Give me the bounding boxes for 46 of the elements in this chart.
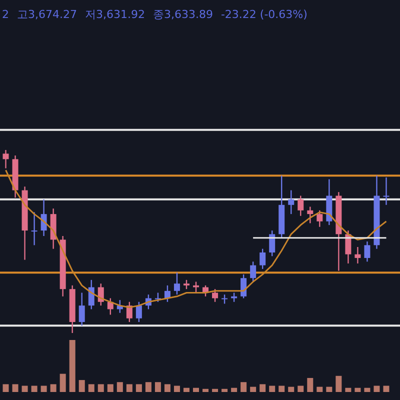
bar <box>288 386 294 392</box>
bar <box>307 378 314 392</box>
bar <box>60 374 66 392</box>
bar <box>12 384 18 392</box>
bar <box>222 388 228 392</box>
bar <box>364 388 370 392</box>
bar <box>145 382 152 392</box>
bar <box>383 386 390 392</box>
bar <box>164 384 170 392</box>
bar <box>50 384 56 392</box>
bar <box>212 388 218 392</box>
bar <box>126 384 132 392</box>
bar <box>31 386 38 392</box>
bar <box>250 386 256 392</box>
bar <box>98 384 104 392</box>
bar <box>116 382 123 392</box>
bar <box>202 388 209 392</box>
bar <box>22 386 28 392</box>
bar <box>260 384 266 392</box>
bar <box>336 376 342 392</box>
bar <box>345 388 352 392</box>
bar <box>40 386 47 392</box>
bar <box>374 386 380 392</box>
bar <box>136 384 142 392</box>
text: 고3,674.27 <box>17 8 77 21</box>
bar <box>316 386 323 392</box>
bar <box>278 386 285 392</box>
text: -23.22 (-0.63%) <box>220 8 308 21</box>
bar <box>154 382 161 392</box>
bar <box>231 388 238 392</box>
text: 저3,631.92 <box>84 8 145 21</box>
bar <box>2 384 9 392</box>
bar <box>183 388 190 392</box>
bar <box>107 384 114 392</box>
bar <box>298 386 304 392</box>
bar <box>174 386 180 392</box>
bar <box>78 380 85 392</box>
bar <box>88 384 94 392</box>
bar <box>326 386 332 392</box>
bar <box>193 388 199 392</box>
text: 종3,633.89 <box>152 8 213 21</box>
bar <box>69 340 76 392</box>
text: 2 <box>2 8 9 21</box>
bar <box>354 388 361 392</box>
bar <box>240 382 247 392</box>
bar <box>269 386 276 392</box>
